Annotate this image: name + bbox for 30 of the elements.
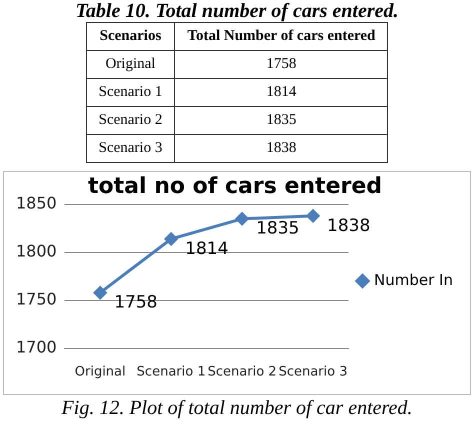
x-tick-label: Scenario 3	[278, 364, 348, 380]
point	[94, 286, 107, 300]
y-tick-label: 1750	[16, 290, 57, 309]
y-tick-label: 1700	[16, 338, 57, 357]
x-tick-label: Scenario 2	[208, 364, 277, 380]
data-label: 1838	[174, 134, 388, 162]
data-label: 1838	[327, 216, 370, 236]
text: Table 10. Total number of cars entered.	[74, 0, 400, 22]
text: Scenarios	[86, 22, 175, 50]
y-tick-label: 1850	[16, 194, 57, 213]
data-label: 1835	[256, 218, 300, 239]
category-label: Scenario 1	[86, 78, 175, 106]
point	[164, 232, 178, 246]
caption: Fig. 12. Plot of total number of car entered.	[60, 397, 414, 419]
y-tick-label: 1800	[16, 242, 57, 261]
data-label: 1835	[174, 106, 388, 134]
point	[236, 212, 249, 226]
category-label: Original	[86, 50, 175, 78]
category-label: Scenario 2	[86, 106, 175, 134]
x-tick-label: Scenario 1	[136, 364, 206, 380]
x-tick-label: Original	[74, 364, 126, 380]
category-label: Scenario 3	[86, 134, 175, 162]
data-label: 1814	[185, 238, 228, 259]
data-label: 1814	[174, 78, 388, 106]
data-label: 1758	[114, 292, 158, 313]
text: Total Number of cars entered	[174, 22, 388, 50]
data-label: 1758	[174, 50, 388, 78]
chart-title: total no of cars entered	[88, 174, 382, 199]
legend-label: Number In	[374, 270, 453, 289]
point	[306, 209, 320, 222]
